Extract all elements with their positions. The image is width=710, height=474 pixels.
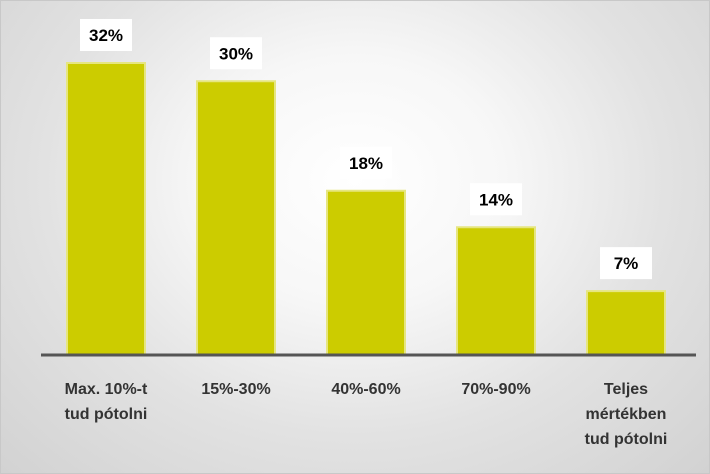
- category-labels-group: Max. 10%-t tud pótolni 15%-30% 40%-60% 70%-9…: [65, 381, 668, 448]
- value-label-bg-2: [340, 146, 392, 179]
- category-label-0: Max. 10%-t tud pótolni: [65, 381, 148, 423]
- bar-1: [196, 80, 276, 356]
- value-label-2: 18%: [349, 154, 383, 173]
- category-label-line: Teljes: [604, 381, 648, 398]
- category-label-1: 15%-30%: [201, 381, 270, 398]
- category-label-line: 70%-90%: [461, 381, 530, 398]
- value-label-1: 30%: [219, 44, 253, 63]
- category-label-line: Max. 10%-t: [65, 381, 148, 398]
- category-label-line: 15%-30%: [201, 381, 270, 398]
- category-label-4: Teljes mértékben tud pótolni: [585, 381, 668, 448]
- value-label-bg-1: [210, 37, 262, 70]
- value-label-bg-0: [80, 19, 132, 51]
- value-label-0: 32%: [89, 26, 123, 45]
- value-label-bg-4: [600, 247, 652, 280]
- bar-0: [66, 62, 146, 356]
- category-label-line: tud pótolni: [585, 431, 668, 448]
- bar-3: [456, 226, 536, 356]
- value-label-3: 14%: [479, 190, 513, 209]
- category-label-line: mértékben: [586, 406, 667, 423]
- bar-4: [586, 290, 666, 356]
- value-label-4: 7%: [614, 254, 639, 273]
- bars-group: 32% 30% 18% 14% 7%: [66, 19, 666, 356]
- category-label-3: 70%-90%: [461, 381, 530, 398]
- category-label-line: 40%-60%: [331, 381, 400, 398]
- category-label-2: 40%-60%: [331, 381, 400, 398]
- category-label-line: tud pótolni: [65, 406, 148, 423]
- bar-2: [326, 189, 406, 356]
- value-label-bg-3: [470, 183, 522, 216]
